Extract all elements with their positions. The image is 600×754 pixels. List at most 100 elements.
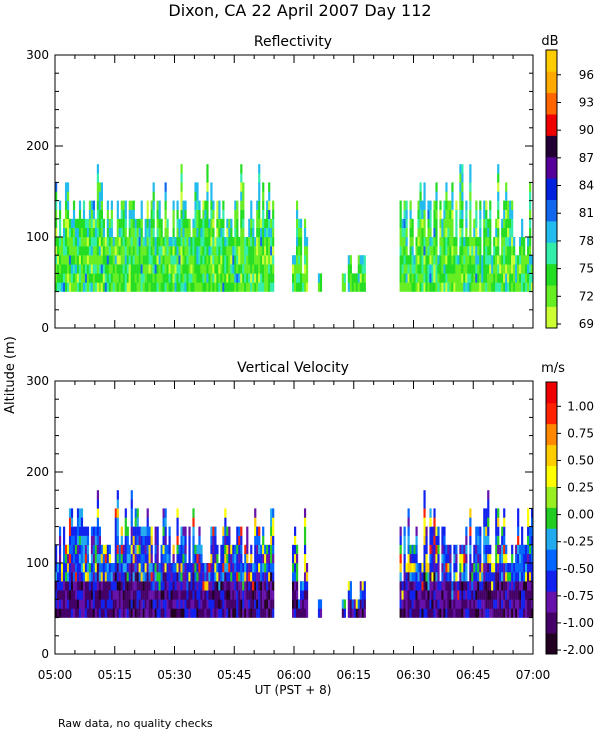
heatmap-cell <box>431 553 434 564</box>
heatmap-cell <box>162 572 165 582</box>
heatmap-cell <box>294 572 297 582</box>
colorbar-swatch <box>546 199 557 222</box>
heatmap-cell <box>525 282 528 292</box>
heatmap-cell <box>196 590 199 600</box>
heatmap-cell <box>455 572 458 582</box>
heatmap-cell <box>483 209 486 219</box>
colorbar-swatch <box>546 402 557 425</box>
heatmap-cell <box>86 599 90 609</box>
heatmap-cell <box>140 590 143 600</box>
heatmap-cell <box>196 563 199 573</box>
heatmap-cell <box>182 544 185 555</box>
heatmap-cell <box>461 227 464 238</box>
heatmap-cell <box>122 255 125 265</box>
heatmap-cell <box>489 264 492 274</box>
heatmap-cell <box>86 563 90 573</box>
heatmap-cell <box>266 544 269 555</box>
heatmap-cell <box>220 544 223 555</box>
heatmap-cell <box>182 282 185 292</box>
heatmap-cell <box>128 255 131 265</box>
heatmap-cell <box>134 264 137 274</box>
heatmap-cell <box>124 563 127 573</box>
heatmap-cell <box>244 572 247 582</box>
heatmap-cell <box>264 599 267 609</box>
heatmap-cell <box>463 553 466 564</box>
heatmap-cell <box>423 246 426 256</box>
heatmap-cell <box>252 572 255 582</box>
heatmap-cell <box>80 544 84 555</box>
heatmap-cell <box>495 526 498 536</box>
heatmap-cell <box>457 599 460 609</box>
heatmap-cell <box>218 209 221 219</box>
heatmap-cell <box>76 563 80 573</box>
heatmap-cell <box>166 590 169 600</box>
heatmap-cell <box>425 590 428 600</box>
heatmap-cell <box>174 246 177 256</box>
heatmap-cell <box>451 218 454 229</box>
heatmap-cell <box>64 282 68 292</box>
heatmap-cell <box>182 553 185 564</box>
heatmap-cell <box>55 553 58 564</box>
heatmap-cell <box>206 581 209 591</box>
heatmap-cell <box>110 209 113 219</box>
heatmap-cell <box>146 553 149 564</box>
heatmap-cell <box>74 227 78 238</box>
heatmap-cell <box>513 282 516 292</box>
heatmap-cell <box>228 246 231 256</box>
heatmap-cell <box>505 255 508 265</box>
heatmap-cell <box>170 255 173 265</box>
x-tick-label: 06:45 <box>456 668 491 682</box>
heatmap-cell <box>401 590 404 600</box>
heatmap-cell <box>90 264 94 274</box>
heatmap-cell <box>114 282 117 292</box>
heatmap-cell <box>527 563 530 573</box>
heatmap-cell <box>156 237 159 247</box>
heatmap-cell <box>497 517 500 527</box>
heatmap-cell <box>224 255 227 265</box>
heatmap-cell <box>78 608 82 618</box>
heatmap-cell <box>439 246 442 256</box>
heatmap-cell <box>170 599 173 609</box>
heatmap-cell <box>441 255 444 265</box>
heatmap-cell <box>254 246 257 256</box>
heatmap-cell <box>258 227 261 238</box>
heatmap-cell <box>513 264 516 274</box>
heatmap-cell <box>206 590 209 600</box>
heatmap-cell <box>228 218 231 229</box>
heatmap-cell <box>134 599 137 609</box>
heatmap-cell <box>433 264 436 274</box>
heatmap-cell <box>447 599 450 609</box>
heatmap-cell <box>228 273 231 283</box>
heatmap-cell <box>182 608 185 618</box>
heatmap-cell <box>238 581 241 591</box>
heatmap-cell <box>407 526 410 536</box>
heatmap-cell <box>56 563 60 573</box>
heatmap-cell <box>497 227 500 238</box>
heatmap-cell <box>186 246 189 256</box>
heatmap-cell <box>108 572 111 582</box>
heatmap-cell <box>110 563 113 573</box>
heatmap-cell <box>303 553 307 564</box>
heatmap-cell <box>479 608 482 618</box>
heatmap-cell <box>435 282 438 292</box>
heatmap-cell <box>517 553 520 564</box>
heatmap-cell <box>355 273 358 283</box>
heatmap-cell <box>172 227 175 238</box>
heatmap-cell <box>118 590 121 600</box>
heatmap-cell <box>74 218 78 229</box>
heatmap-cell <box>92 608 96 618</box>
heatmap-cell <box>489 255 492 265</box>
heatmap-cell <box>499 608 502 618</box>
heatmap-cell <box>473 218 476 229</box>
heatmap-cell <box>116 572 119 582</box>
heatmap-cell <box>68 535 72 545</box>
heatmap-cell <box>301 599 305 609</box>
heatmap-cell <box>172 218 175 229</box>
heatmap-cell <box>497 599 500 609</box>
heatmap-cell <box>471 237 474 247</box>
heatmap-cell <box>527 608 530 618</box>
heatmap-cell <box>108 255 111 265</box>
heatmap-cell <box>134 517 137 527</box>
heatmap-cell <box>531 273 534 283</box>
heatmap-cell <box>351 599 354 609</box>
